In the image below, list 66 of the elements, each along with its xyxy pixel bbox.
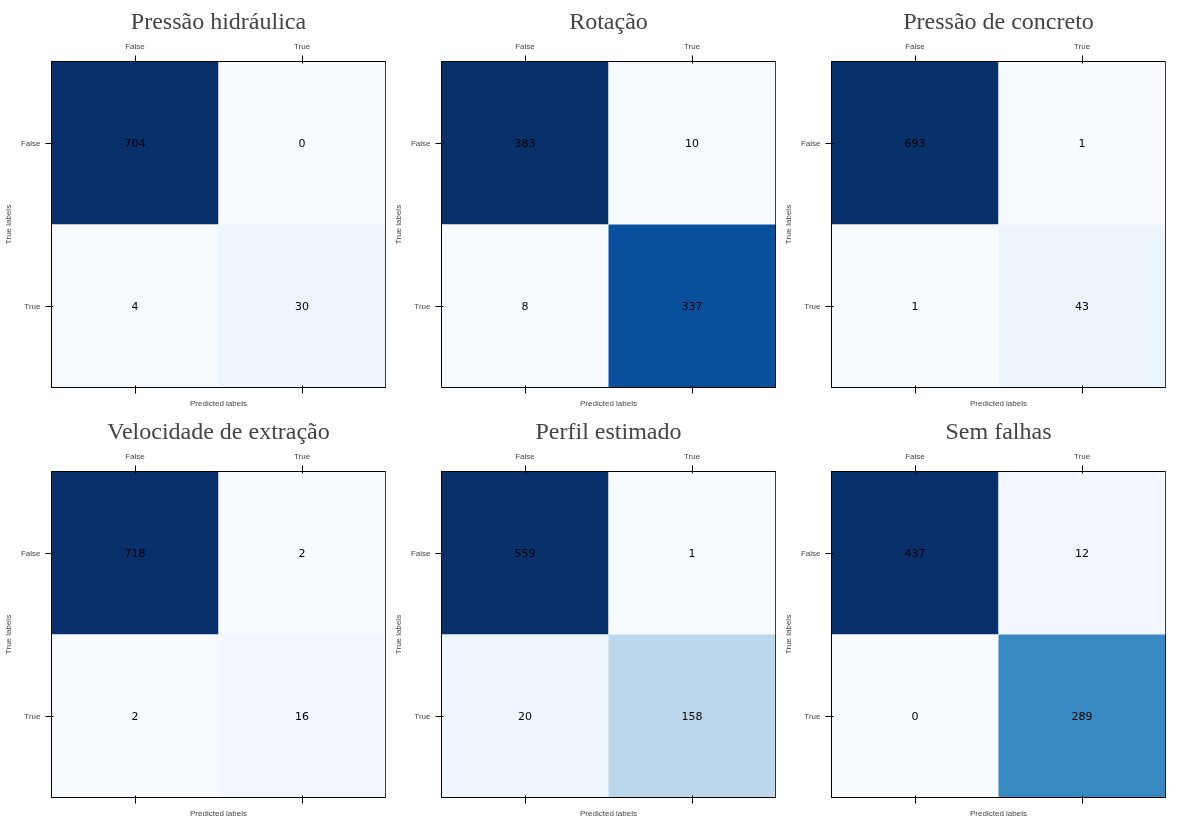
chart-title: Pressão de concreto	[903, 7, 1094, 34]
y-tick-label: False	[410, 138, 432, 148]
x-axis-title: Predicted labels	[970, 808, 1027, 818]
y-tick-label: True	[414, 711, 432, 721]
x-tick-label: True	[683, 451, 701, 461]
data-label: 1	[688, 547, 696, 560]
data-label: 2	[131, 710, 139, 723]
x-tick-label: False	[905, 41, 926, 51]
y-axis-title: True labels	[393, 614, 403, 655]
chart-title: Velocidade de extração	[107, 417, 330, 444]
data-label: 43	[1075, 300, 1089, 313]
data-label: 0	[911, 710, 919, 723]
y-tick-label: True	[24, 301, 42, 311]
y-axis-title: True labels	[3, 614, 13, 655]
data-label: 20	[518, 710, 532, 723]
data-label: 0	[298, 137, 306, 150]
data-label: 1	[911, 300, 919, 313]
x-tick-label: True	[1073, 41, 1091, 51]
data-label: 8	[521, 300, 529, 313]
x-axis-title: Predicted labels	[580, 808, 637, 818]
x-tick-label: False	[515, 41, 536, 51]
y-axis-title: True labels	[783, 204, 793, 245]
x-tick-label: True	[1073, 451, 1091, 461]
y-tick-label: False	[20, 138, 42, 148]
y-tick-label: True	[24, 711, 42, 721]
data-label: 337	[681, 300, 703, 313]
x-axis-title: Predicted labels	[970, 398, 1027, 408]
data-label: 693	[904, 137, 926, 150]
x-tick-label: False	[125, 451, 146, 461]
x-tick-label: True	[293, 41, 311, 51]
data-label: 704	[124, 137, 146, 150]
chart-title: Perfil estimado	[535, 417, 682, 444]
y-axis-title: True labels	[783, 614, 793, 655]
y-tick-label: True	[804, 301, 822, 311]
data-label: 158	[681, 710, 703, 723]
x-tick-label: False	[515, 451, 536, 461]
x-axis-title: Predicted labels	[190, 398, 247, 408]
data-label: 10	[685, 137, 699, 150]
data-label: 718	[124, 547, 146, 560]
x-tick-label: True	[683, 41, 701, 51]
y-tick-label: True	[804, 711, 822, 721]
data-label: 559	[514, 547, 536, 560]
x-tick-label: False	[905, 451, 926, 461]
chart-title: Pressão hidráulica	[130, 7, 307, 34]
chart-title: Rotação	[569, 7, 648, 34]
x-tick-label: True	[293, 451, 311, 461]
y-tick-label: False	[20, 548, 42, 558]
y-axis-title: True labels	[393, 204, 403, 245]
data-label: 383	[514, 137, 536, 150]
data-label: 12	[1075, 547, 1089, 560]
x-axis-title: Predicted labels	[580, 398, 637, 408]
data-label: 16	[295, 710, 309, 723]
data-label: 1	[1078, 137, 1086, 150]
data-label: 289	[1071, 710, 1093, 723]
x-axis-title: Predicted labels	[190, 808, 247, 818]
y-tick-label: False	[800, 548, 822, 558]
y-tick-label: True	[414, 301, 432, 311]
y-tick-label: False	[410, 548, 432, 558]
x-tick-label: False	[125, 41, 146, 51]
y-tick-label: False	[800, 138, 822, 148]
data-label: 30	[295, 300, 309, 313]
data-label: 4	[131, 300, 139, 313]
data-label: 437	[904, 547, 926, 560]
data-label: 2	[298, 547, 306, 560]
chart-title: Sem falhas	[945, 417, 1052, 444]
y-axis-title: True labels	[3, 204, 13, 245]
